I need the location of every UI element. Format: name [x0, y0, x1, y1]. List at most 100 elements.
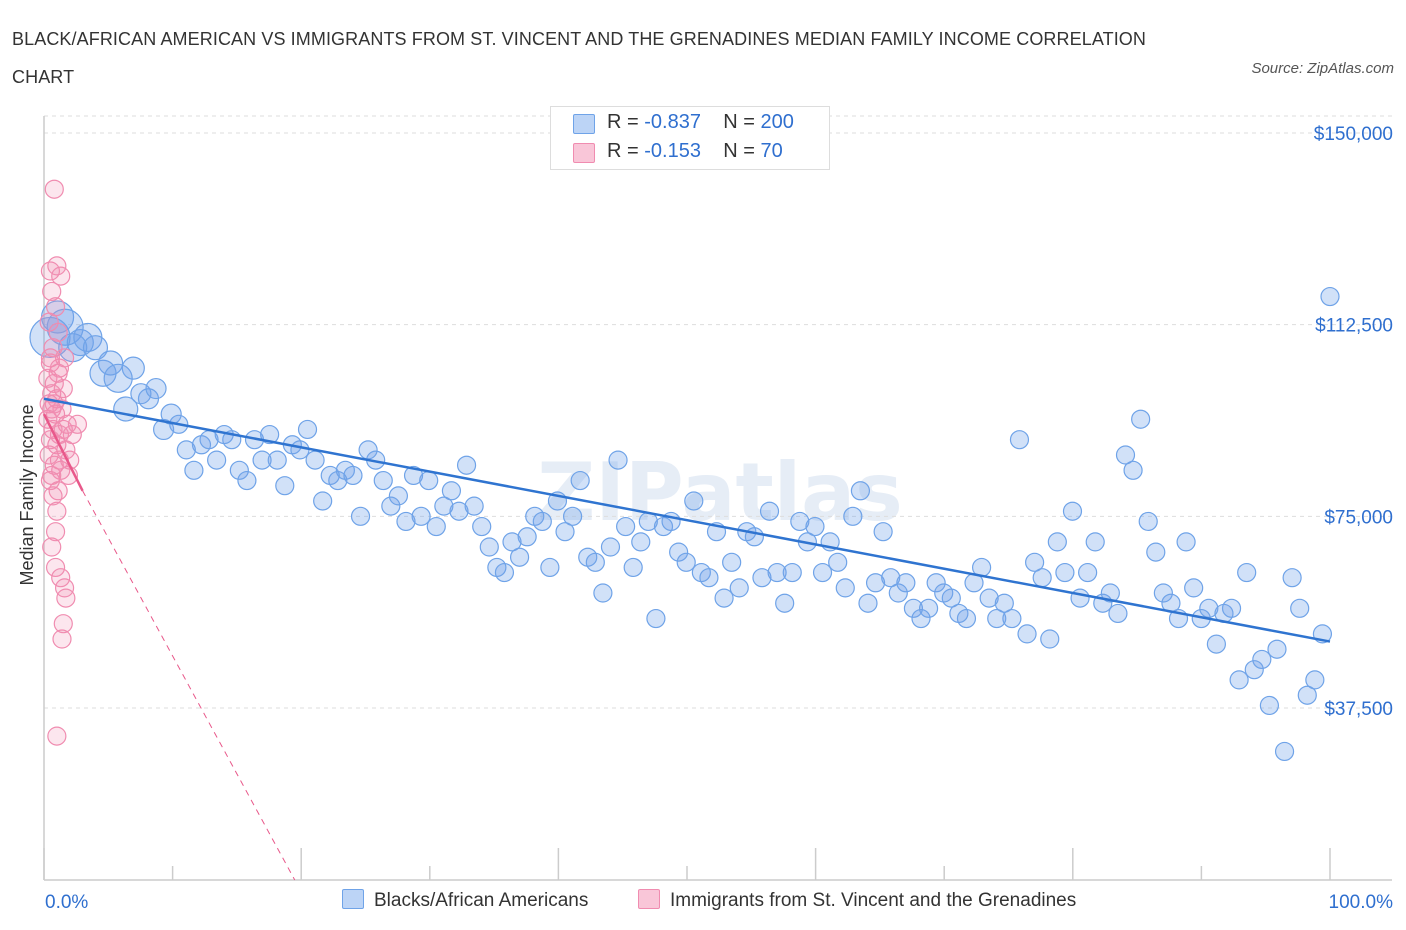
legend-n-value-2: 70	[760, 140, 783, 162]
pink-point-4	[42, 281, 62, 302]
blue-point-169	[1320, 286, 1340, 307]
pink-point-35	[40, 470, 61, 491]
y-tick-label-2: $75,000	[1324, 507, 1393, 528]
bottom-legend-swatch-blue	[342, 889, 364, 909]
blue-point-80	[646, 608, 666, 629]
pink-point-40	[42, 537, 62, 557]
blue-point-6	[82, 335, 109, 361]
blue-point-142	[1115, 445, 1136, 465]
blue-point-127	[1002, 608, 1022, 629]
blue-point-87	[699, 568, 719, 588]
blue-point-151	[1184, 578, 1204, 598]
blue-point-75	[608, 450, 628, 470]
blue-point-163	[1274, 741, 1295, 762]
blue-point-40	[343, 465, 363, 486]
stats-legend: R = -0.837 N = 200 R = -0.153 N = 70	[550, 106, 830, 170]
blue-point-33	[290, 440, 310, 460]
pink-point-52	[49, 450, 70, 470]
pink-point-47	[47, 726, 67, 746]
blue-point-55	[456, 455, 477, 475]
blue-point-101	[805, 516, 825, 537]
blue-point-96	[767, 562, 787, 583]
blue-point-132	[1040, 629, 1060, 649]
blue-point-77	[623, 557, 643, 578]
pink-point-48	[40, 348, 61, 368]
blue-trend-line	[43, 397, 1331, 643]
blue-point-117	[926, 573, 946, 593]
blue-point-84	[676, 552, 696, 572]
blue-point-114	[903, 598, 924, 618]
pink-point-7	[48, 322, 68, 342]
blue-point-41	[350, 506, 371, 526]
legend-r-label-1: R =	[607, 111, 645, 133]
blue-point-53	[441, 481, 462, 501]
blue-point-107	[850, 481, 871, 501]
bottom-legend-swatch-pink	[638, 889, 660, 909]
blue-point-69	[563, 506, 583, 526]
blue-point-73	[593, 583, 613, 603]
blue-point-111	[881, 568, 901, 588]
blue-point-128	[1009, 430, 1030, 450]
blue-point-34	[297, 419, 318, 440]
blue-point-153	[1199, 598, 1219, 618]
pink-point-37	[43, 486, 63, 506]
blue-point-68	[555, 522, 575, 542]
blue-point-136	[1070, 588, 1090, 608]
blue-point-158	[1237, 562, 1257, 583]
pink-point-22	[67, 414, 88, 434]
blue-point-9	[103, 363, 133, 393]
blue-point-48	[403, 465, 424, 486]
bottom-legend-label-1: Blacks/African Americans	[374, 890, 589, 911]
blue-point-159	[1244, 660, 1264, 680]
blue-point-56	[464, 496, 484, 516]
blue-point-134	[1055, 562, 1075, 583]
blue-point-74	[600, 537, 621, 557]
blue-point-57	[472, 516, 492, 537]
blue-point-160	[1252, 649, 1272, 670]
blue-point-8	[97, 350, 124, 376]
blue-point-90	[722, 552, 742, 572]
pink-point-38	[47, 501, 67, 521]
blue-point-52	[434, 496, 454, 516]
blue-point-113	[896, 573, 916, 593]
x-tick-label-1: 100.0%	[1329, 892, 1394, 913]
blue-point-150	[1176, 532, 1196, 552]
blue-point-157	[1229, 670, 1249, 690]
blue-point-124	[979, 588, 999, 608]
blue-point-98	[782, 562, 802, 583]
blue-point-30	[267, 450, 287, 470]
blue-point-138	[1085, 532, 1105, 552]
blue-point-35	[305, 450, 325, 470]
blue-point-66	[540, 557, 560, 578]
blue-point-108	[858, 593, 878, 613]
blue-point-45	[381, 496, 401, 516]
blue-point-143	[1123, 460, 1143, 480]
blue-point-22	[207, 450, 227, 470]
blue-point-31	[275, 476, 295, 496]
pink-point-43	[54, 578, 75, 598]
blue-point-129	[1017, 624, 1037, 644]
blue-point-72	[585, 552, 605, 572]
blue-point-125	[987, 608, 1007, 629]
blue-point-154	[1206, 634, 1226, 654]
pink-point-44	[56, 588, 76, 608]
blue-point-18	[176, 440, 196, 460]
blue-point-26	[237, 470, 257, 491]
bottom-legend-series1: Blacks/African Americans	[342, 889, 588, 912]
y-axis-label: Median Family Income	[17, 404, 37, 585]
legend-n-label-2: N =	[723, 140, 761, 162]
blue-point-140	[1100, 583, 1120, 603]
blue-point-95	[759, 501, 780, 521]
blue-point-106	[843, 506, 863, 526]
blue-point-83	[669, 542, 689, 562]
y-tick-label-3: $37,500	[1324, 699, 1393, 720]
y-tick-label-1: $112,500	[1315, 316, 1393, 337]
blue-point-58	[479, 537, 499, 557]
blue-point-99	[790, 511, 810, 532]
pink-point-39	[45, 522, 66, 542]
pink-point-21	[57, 414, 77, 434]
blue-point-105	[835, 578, 855, 598]
x-tick-label-0: 0.0%	[45, 892, 88, 913]
blue-point-19	[184, 460, 204, 480]
